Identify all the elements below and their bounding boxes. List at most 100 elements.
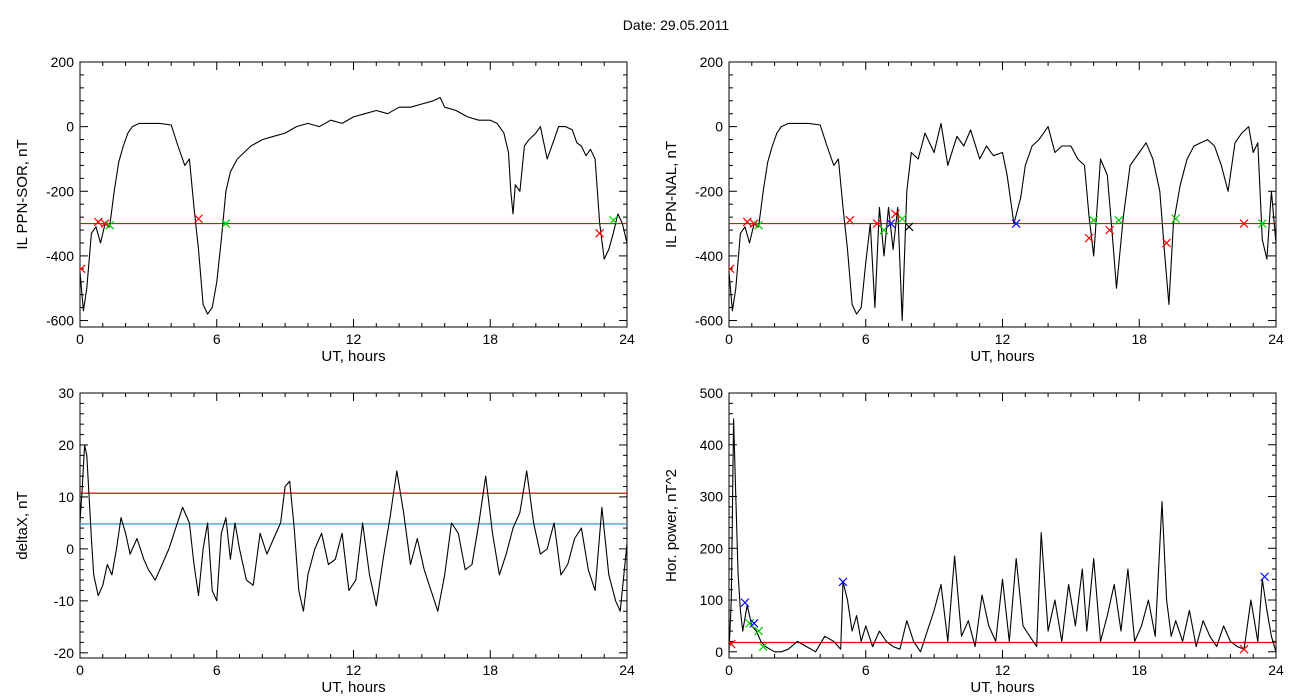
y-tick-label: 0 (66, 119, 74, 135)
y-tick-label: 100 (700, 592, 724, 608)
y-tick-label: -600 (695, 313, 723, 329)
data-marker (608, 215, 618, 225)
x-axis-label: UT, hours (970, 679, 1034, 696)
x-tick-label: 24 (1268, 331, 1284, 347)
x-tick-label: 0 (725, 662, 733, 678)
data-marker (595, 228, 605, 238)
data-marker (897, 214, 907, 224)
plot-area (729, 122, 1276, 322)
x-tick-label: 24 (1268, 662, 1284, 678)
data-marker (890, 209, 900, 219)
y-axis-label: IL PPN-SOR, nT (14, 139, 31, 249)
panel-nal: 0 6 12 18 24 -600 -400 -200 0 200 UT, hours IL PPN-… (663, 54, 1284, 365)
data-marker (1105, 225, 1115, 235)
x-axis-label: UT, hours (970, 348, 1034, 365)
data-marker (904, 222, 914, 232)
panel-sor: 0 6 12 18 24 -600 -400 -200 0 200 UT, hours IL PPN-… (14, 54, 635, 365)
y-tick-label: 400 (700, 437, 724, 453)
y-tick-label: -20 (54, 645, 74, 661)
data-marker (838, 577, 848, 587)
data-marker (729, 639, 736, 649)
x-tick-label: 24 (619, 331, 635, 347)
plot-frame (79, 392, 628, 659)
data-marker (754, 626, 764, 636)
x-tick-label: 18 (482, 331, 498, 347)
data-marker (1089, 215, 1099, 225)
panel-power: 0 6 12 18 24 0 100 200 300 400 500 UT, hours Hor. po… (663, 385, 1284, 696)
x-tick-label: 6 (213, 662, 221, 678)
y-tick-label: 30 (58, 385, 74, 401)
data-marker (1239, 644, 1249, 654)
y-axis-label: deltaX, nT (14, 491, 31, 559)
data-marker (886, 219, 896, 229)
data-marker (105, 220, 115, 230)
plot-frame (728, 392, 1277, 659)
data-marker (1114, 215, 1124, 225)
data-line (80, 96, 627, 315)
x-axis-label: UT, hours (321, 679, 385, 696)
x-tick-label: 12 (995, 331, 1011, 347)
data-line (729, 122, 1276, 322)
data-marker (221, 219, 231, 229)
data-marker (1171, 214, 1181, 224)
y-tick-label: 300 (700, 489, 724, 505)
plot-area (729, 418, 1276, 654)
y-tick-label: 20 (58, 437, 74, 453)
data-marker (1011, 219, 1021, 229)
y-tick-label: -200 (46, 183, 74, 199)
x-axis-label: UT, hours (321, 348, 385, 365)
x-tick-label: 18 (482, 662, 498, 678)
data-marker (729, 264, 735, 274)
data-marker (758, 642, 768, 652)
data-marker (754, 220, 764, 230)
data-marker (845, 215, 855, 225)
x-tick-label: 0 (76, 331, 84, 347)
data-marker (1260, 572, 1270, 582)
data-marker (1239, 219, 1249, 229)
y-axis-label: Hor. power, nT^2 (663, 469, 680, 582)
y-tick-label: 0 (66, 541, 74, 557)
plot-frame (79, 61, 628, 328)
data-marker (194, 214, 203, 224)
x-tick-label: 12 (346, 662, 362, 678)
x-tick-label: 0 (725, 331, 733, 347)
plot-frame (728, 61, 1277, 328)
y-tick-label: -600 (46, 313, 74, 329)
data-line (80, 444, 627, 612)
panel-deltax: 0 6 12 18 24 -20 -10 0 10 20 30 UT, hours deltaX, nT (14, 385, 635, 696)
y-tick-label: 200 (51, 54, 75, 70)
y-tick-label: -400 (695, 248, 723, 264)
data-marker (1084, 233, 1094, 243)
x-tick-label: 24 (619, 662, 635, 678)
y-tick-label: -200 (695, 183, 723, 199)
x-tick-label: 6 (213, 331, 221, 347)
x-tick-label: 18 (1131, 662, 1147, 678)
data-marker (740, 598, 750, 608)
x-tick-label: 12 (995, 662, 1011, 678)
plot-area (80, 444, 627, 612)
data-line (729, 418, 1276, 653)
y-tick-label: -10 (54, 593, 74, 609)
figure-title: Date: 29.05.2011 (622, 17, 730, 33)
y-tick-label: -400 (46, 248, 74, 264)
y-tick-label: 200 (700, 540, 724, 556)
data-marker (749, 618, 759, 628)
y-tick-label: 200 (700, 54, 724, 70)
x-tick-label: 6 (862, 331, 870, 347)
data-marker (745, 618, 754, 628)
data-marker (1257, 219, 1267, 229)
y-axis-label: IL PPN-NAL, nT (663, 141, 680, 248)
data-marker (742, 217, 752, 227)
y-tick-label: 10 (58, 489, 74, 505)
x-tick-label: 0 (76, 662, 84, 678)
x-tick-label: 12 (346, 331, 362, 347)
x-tick-label: 6 (862, 662, 870, 678)
y-tick-label: 0 (715, 119, 723, 135)
x-tick-label: 18 (1131, 331, 1147, 347)
y-tick-label: 0 (715, 644, 723, 660)
data-marker (1162, 238, 1172, 248)
y-tick-label: 500 (700, 385, 724, 401)
plot-area (80, 96, 627, 315)
data-marker (80, 264, 86, 274)
